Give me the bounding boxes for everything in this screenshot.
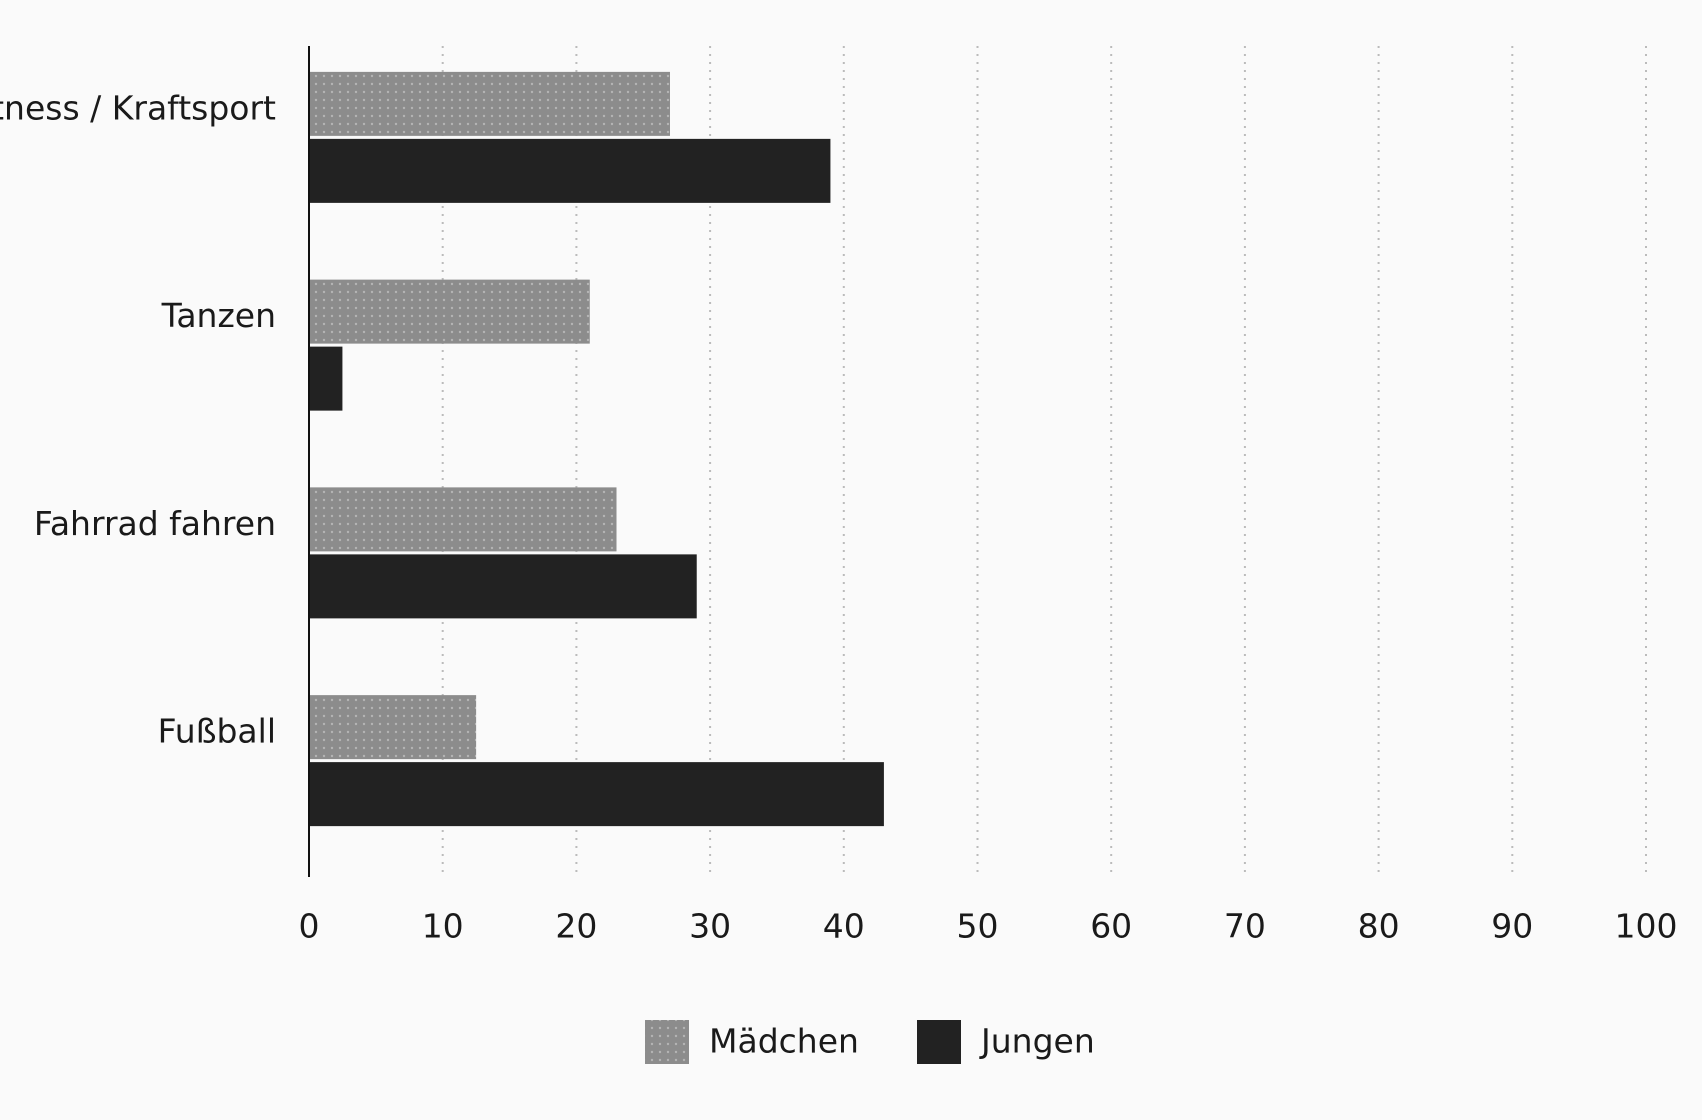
y-tick-label: Tanzen xyxy=(161,296,276,335)
y-tick-label: Fahrrad fahren xyxy=(34,504,276,543)
bar xyxy=(309,487,617,552)
x-tick-label: 100 xyxy=(1615,907,1678,946)
x-tick-label: 40 xyxy=(823,907,865,946)
legend-label: Mädchen xyxy=(709,1022,859,1061)
x-tick-label: 60 xyxy=(1090,907,1132,946)
y-tick-label: Fußball xyxy=(158,712,276,751)
legend-swatch xyxy=(645,1020,689,1064)
bar xyxy=(309,554,697,619)
y-tick-label: Fitness / Kraftsport xyxy=(0,88,276,127)
x-tick-label: 70 xyxy=(1224,907,1266,946)
bar xyxy=(309,346,343,411)
legend-label: Jungen xyxy=(979,1022,1095,1061)
x-tick-label: 90 xyxy=(1491,907,1533,946)
x-tick-label: 10 xyxy=(422,907,464,946)
x-tick-label: 30 xyxy=(689,907,731,946)
bar xyxy=(309,762,884,827)
legend-swatch xyxy=(917,1020,961,1064)
x-tick-label: 50 xyxy=(957,907,999,946)
bar xyxy=(309,71,670,136)
bar xyxy=(309,279,590,344)
x-tick-label: 80 xyxy=(1358,907,1400,946)
x-tick-label: 20 xyxy=(555,907,597,946)
bar xyxy=(309,138,831,203)
bar xyxy=(309,695,477,760)
x-tick-label: 0 xyxy=(299,907,320,946)
